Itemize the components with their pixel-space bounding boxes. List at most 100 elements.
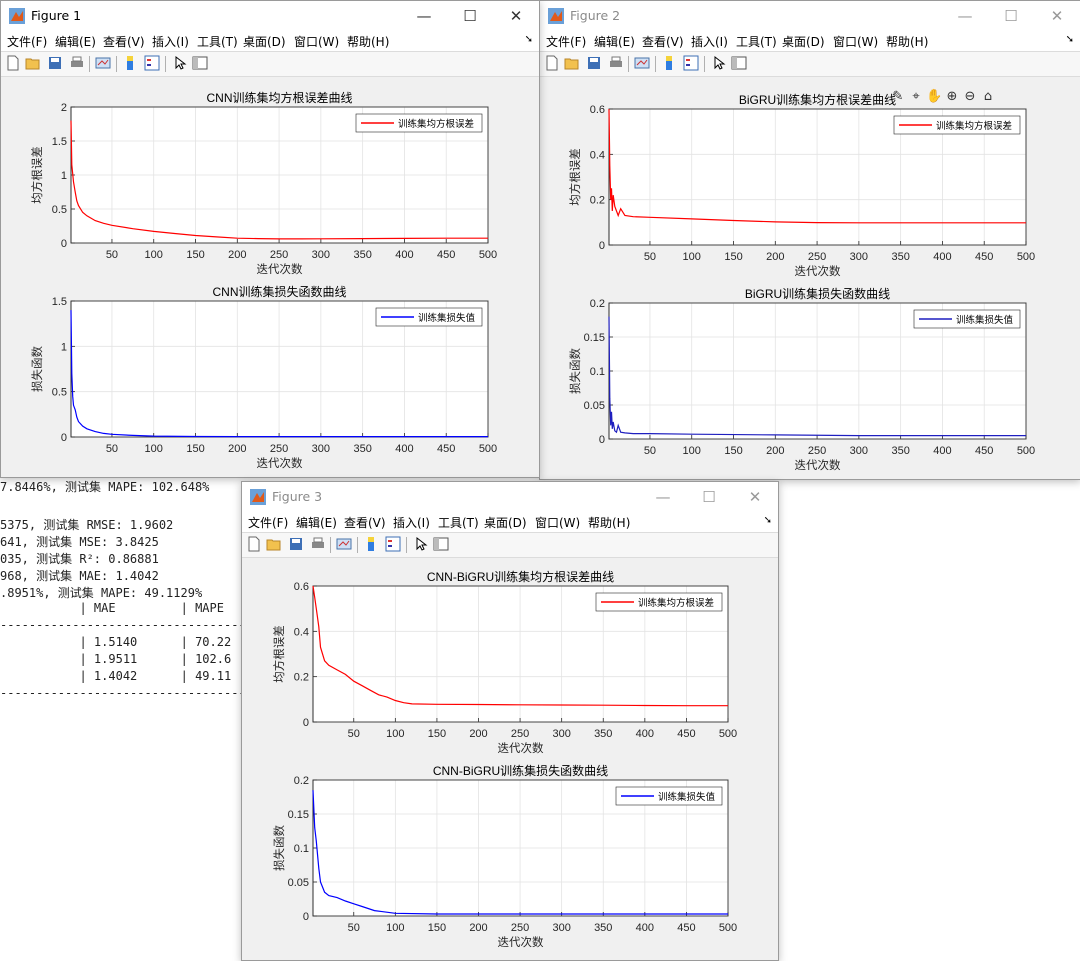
x-tick-label: 400 xyxy=(636,728,654,740)
menu-edit[interactable]: 编辑(E) xyxy=(594,35,635,49)
colorbar-icon[interactable] xyxy=(122,55,138,71)
legend-box xyxy=(893,115,1021,135)
legend-box xyxy=(595,592,723,612)
legend[interactable]: 训练集均方根误差 xyxy=(595,592,723,612)
dock-arrow-icon[interactable]: ➘ xyxy=(524,34,533,45)
rmse-plot[interactable]: 50 100 150 200 250 300 350 400 450 500 0 0.2 0.4 0.6 B… xyxy=(540,85,1080,281)
new-file-icon[interactable] xyxy=(544,55,560,71)
x-tick-label: 400 xyxy=(395,249,413,261)
x-tick-label: 250 xyxy=(270,249,288,261)
link-plot-icon[interactable] xyxy=(336,536,352,552)
maximize-button[interactable]: ☐ xyxy=(1004,7,1018,25)
menu-desktop[interactable]: 桌面(D) xyxy=(782,35,825,49)
menu-view[interactable]: 查看(V) xyxy=(642,35,684,49)
legend[interactable]: 训练集均方根误差 xyxy=(893,115,1021,135)
open-folder-icon[interactable] xyxy=(266,536,282,552)
zoom-in-icon[interactable]: ⊕ xyxy=(946,89,958,104)
console-line: | MAE | MAPE xyxy=(0,601,224,615)
print-icon[interactable] xyxy=(310,536,326,552)
rmse-plot[interactable]: 50 100 150 200 250 300 350 400 450 500 0 0.2 0.4 0.6 C… xyxy=(242,566,778,762)
console-line: 968, 测试集 MAE: 1.4042 xyxy=(0,569,159,583)
x-tick-label: 300 xyxy=(312,443,330,455)
maximize-button[interactable]: ☐ xyxy=(702,488,716,506)
open-folder-icon[interactable] xyxy=(25,55,41,71)
brush-icon[interactable]: ✎ xyxy=(892,89,904,104)
menu-insert[interactable]: 插入(I) xyxy=(152,35,189,49)
legend[interactable]: 训练集损失值 xyxy=(913,309,1021,329)
pan-icon[interactable]: ✋ xyxy=(926,89,943,104)
legend[interactable]: 训练集损失值 xyxy=(615,786,723,806)
dock-arrow-icon[interactable]: ➘ xyxy=(1065,34,1074,45)
menu-window[interactable]: 窗口(W) xyxy=(833,35,879,49)
dock-arrow-icon[interactable]: ➘ xyxy=(763,515,772,526)
figure-window-1[interactable]: Figure 1 — ☐ ✕ 文件(F) 编辑(E) 查看(V) 插入(I) 工… xyxy=(0,0,540,478)
close-button[interactable]: ✕ xyxy=(748,488,762,506)
close-button[interactable]: ✕ xyxy=(1050,7,1064,25)
loss-plot[interactable]: 50 100 150 200 250 300 350 400 450 500 0 0.05 0.1 0.1… xyxy=(242,760,778,956)
legend[interactable]: 训练集均方根误差 xyxy=(355,113,483,133)
home-icon[interactable]: ⌂ xyxy=(983,89,993,104)
legend-icon[interactable] xyxy=(144,55,160,71)
minimize-button[interactable]: — xyxy=(655,488,671,506)
menu-window[interactable]: 窗口(W) xyxy=(535,516,581,530)
figure-window-3[interactable]: Figure 3 — ☐ ✕ 文件(F) 编辑(E) 查看(V) 插入(I) 工… xyxy=(241,481,779,961)
legend-icon[interactable] xyxy=(385,536,401,552)
data-tip-icon[interactable]: ⌖ xyxy=(912,89,920,104)
link-plot-icon[interactable] xyxy=(634,55,650,71)
save-icon[interactable] xyxy=(47,55,63,71)
save-icon[interactable] xyxy=(288,536,304,552)
menu-insert[interactable]: 插入(I) xyxy=(393,516,430,530)
legend[interactable]: 训练集损失值 xyxy=(375,307,483,327)
menu-insert[interactable]: 插入(I) xyxy=(691,35,728,49)
zoom-out-icon[interactable]: ⊖ xyxy=(964,89,976,104)
pointer-icon[interactable] xyxy=(711,55,727,71)
save-icon[interactable] xyxy=(586,55,602,71)
colorbar-icon[interactable] xyxy=(661,55,677,71)
menu-file[interactable]: 文件(F) xyxy=(7,35,48,49)
pointer-icon[interactable] xyxy=(172,55,188,71)
loss-plot[interactable]: 50 100 150 200 250 300 350 400 450 500 0 0.05 0.1 0.1… xyxy=(540,279,1080,475)
menu-help[interactable]: 帮助(H) xyxy=(347,35,390,49)
menu-file[interactable]: 文件(F) xyxy=(546,35,587,49)
title-bar[interactable]: Figure 2 — ☐ ✕ xyxy=(540,1,1080,31)
new-file-icon[interactable] xyxy=(5,55,21,71)
legend-icon[interactable] xyxy=(683,55,699,71)
menu-edit[interactable]: 编辑(E) xyxy=(296,516,337,530)
menu-window[interactable]: 窗口(W) xyxy=(294,35,340,49)
series-line xyxy=(312,790,728,915)
open-folder-icon[interactable] xyxy=(564,55,580,71)
menu-view[interactable]: 查看(V) xyxy=(103,35,145,49)
title-bar[interactable]: Figure 3 — ☐ ✕ xyxy=(242,482,778,512)
menu-desktop[interactable]: 桌面(D) xyxy=(243,35,286,49)
figure-window-2[interactable]: Figure 2 — ☐ ✕ 文件(F) 编辑(E) 查看(V) 插入(I) 工… xyxy=(539,0,1080,480)
link-plot-icon[interactable] xyxy=(95,55,111,71)
console-line: 7.8446%, 测试集 MAPE: 102.648% xyxy=(0,480,210,494)
new-file-icon[interactable] xyxy=(246,536,262,552)
menu-tools[interactable]: 工具(T) xyxy=(197,35,238,49)
menu-help[interactable]: 帮助(H) xyxy=(886,35,929,49)
chart-svg: 50 100 150 200 250 300 350 400 450 500 0 0.05 0.1 0.1… xyxy=(272,763,737,949)
minimize-button[interactable]: — xyxy=(416,7,432,25)
loss-plot[interactable]: 50 100 150 200 250 300 350 400 450 500 0 0.5 1 1.5 CNN… xyxy=(1,279,539,473)
menu-view[interactable]: 查看(V) xyxy=(344,516,386,530)
colorbar-icon[interactable] xyxy=(363,536,379,552)
close-button[interactable]: ✕ xyxy=(509,7,523,25)
y-tick-label: 0.4 xyxy=(590,149,605,161)
menu-edit[interactable]: 编辑(E) xyxy=(55,35,96,49)
property-inspector-icon[interactable] xyxy=(731,55,747,71)
pointer-icon[interactable] xyxy=(413,536,429,552)
property-inspector-icon[interactable] xyxy=(433,536,449,552)
print-icon[interactable] xyxy=(69,55,85,71)
title-bar[interactable]: Figure 1 — ☐ ✕ xyxy=(1,1,539,31)
print-icon[interactable] xyxy=(608,55,624,71)
console-line: 641, 测试集 MSE: 3.8425 xyxy=(0,535,159,549)
menu-help[interactable]: 帮助(H) xyxy=(588,516,631,530)
menu-file[interactable]: 文件(F) xyxy=(248,516,289,530)
rmse-plot[interactable]: 50 100 150 200 250 300 350 400 450 500 0 0.5 1 1.5 2 CN… xyxy=(1,85,539,281)
minimize-button[interactable]: — xyxy=(957,7,973,25)
menu-tools[interactable]: 工具(T) xyxy=(438,516,479,530)
maximize-button[interactable]: ☐ xyxy=(463,7,477,25)
menu-tools[interactable]: 工具(T) xyxy=(736,35,777,49)
menu-desktop[interactable]: 桌面(D) xyxy=(484,516,527,530)
property-inspector-icon[interactable] xyxy=(192,55,208,71)
